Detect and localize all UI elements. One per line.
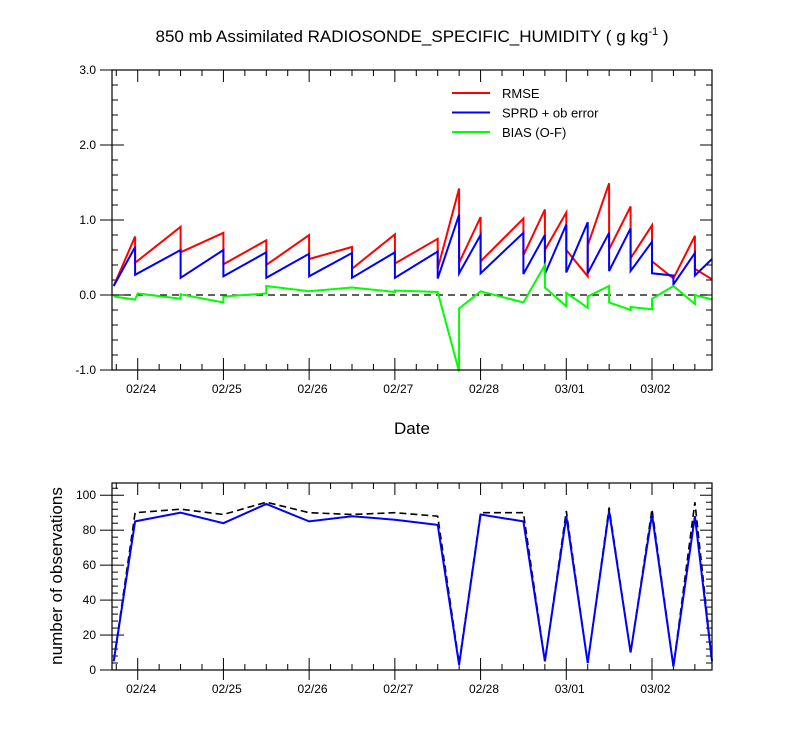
top-y-tick-label: -1.0	[75, 363, 96, 377]
bottom-y-tick-label: 80	[83, 523, 97, 537]
top-y-tick-label: 3.0	[79, 63, 96, 77]
bottom-y-tick-label: 100	[76, 488, 96, 502]
top-series	[112, 182, 713, 372]
top-y-tick-label: 2.0	[79, 138, 96, 152]
series-line-sprd-ob-error	[112, 214, 713, 288]
chart-title-main: 850 mb Assimilated RADIOSONDE_SPECIFIC_H…	[156, 27, 649, 46]
top-x-tick-label: 03/02	[640, 382, 670, 396]
bottom-x-tick-label: 02/24	[126, 682, 156, 696]
bottom-y-tick-label: 20	[83, 628, 97, 642]
chart-title: 850 mb Assimilated RADIOSONDE_SPECIFIC_H…	[156, 26, 669, 46]
bottom-panel: 02/24 02/25 02/26 02/27 02/28 03/01 03/02 0 20 40…	[47, 482, 713, 696]
series-line-assimilated	[112, 502, 713, 667]
chart-title-end: )	[658, 27, 668, 46]
bottom-x-tick-label: 02/28	[469, 682, 499, 696]
bottom-y-tick-label: 40	[83, 593, 97, 607]
bottom-y-tick-label: 0	[89, 663, 96, 677]
bottom-y-tick-label: 60	[83, 558, 97, 572]
top-x-tick-label: 03/01	[555, 382, 585, 396]
legend: RMSE SPRD + ob error BIAS (O-F)	[452, 86, 599, 140]
legend-label: RMSE	[502, 86, 540, 101]
bottom-series	[112, 501, 713, 667]
series-line-possible	[112, 501, 713, 667]
top-x-tick-label: 02/28	[469, 382, 499, 396]
x-axis-label: Date	[394, 419, 430, 438]
bottom-axes: 02/24 02/25 02/26 02/27 02/28 03/01 03/02 0 20 40…	[76, 483, 712, 696]
chart-title-superscript: -1	[648, 26, 658, 38]
top-x-tick-label: 02/25	[212, 382, 242, 396]
top-panel: 850 mb Assimilated RADIOSONDE_SPECIFIC_H…	[75, 26, 713, 438]
y-axis-label-observations: number of observations	[47, 487, 66, 665]
bottom-x-tick-label: 02/27	[383, 682, 413, 696]
bottom-x-tick-label: 02/25	[212, 682, 242, 696]
top-plot-frame	[111, 69, 713, 371]
bottom-x-tick-label: 03/02	[640, 682, 670, 696]
legend-label: SPRD + ob error	[502, 106, 599, 121]
series-line-rmse	[112, 182, 713, 287]
series-line-bias-o-f	[113, 261, 713, 372]
top-axes: 02/24 02/25 02/26 02/27 02/28 03/01 03/02 -1.0 0…	[75, 63, 712, 396]
legend-label: BIAS (O-F)	[502, 125, 566, 140]
bottom-x-tick-label: 03/01	[555, 682, 585, 696]
top-y-tick-label: 0.0	[79, 288, 96, 302]
top-x-tick-label: 02/27	[383, 382, 413, 396]
top-y-tick-label: 1.0	[79, 213, 96, 227]
bottom-plot-frame	[111, 482, 713, 671]
top-x-tick-label: 02/24	[126, 382, 156, 396]
bottom-x-tick-label: 02/26	[298, 682, 328, 696]
top-x-tick-label: 02/26	[298, 382, 328, 396]
